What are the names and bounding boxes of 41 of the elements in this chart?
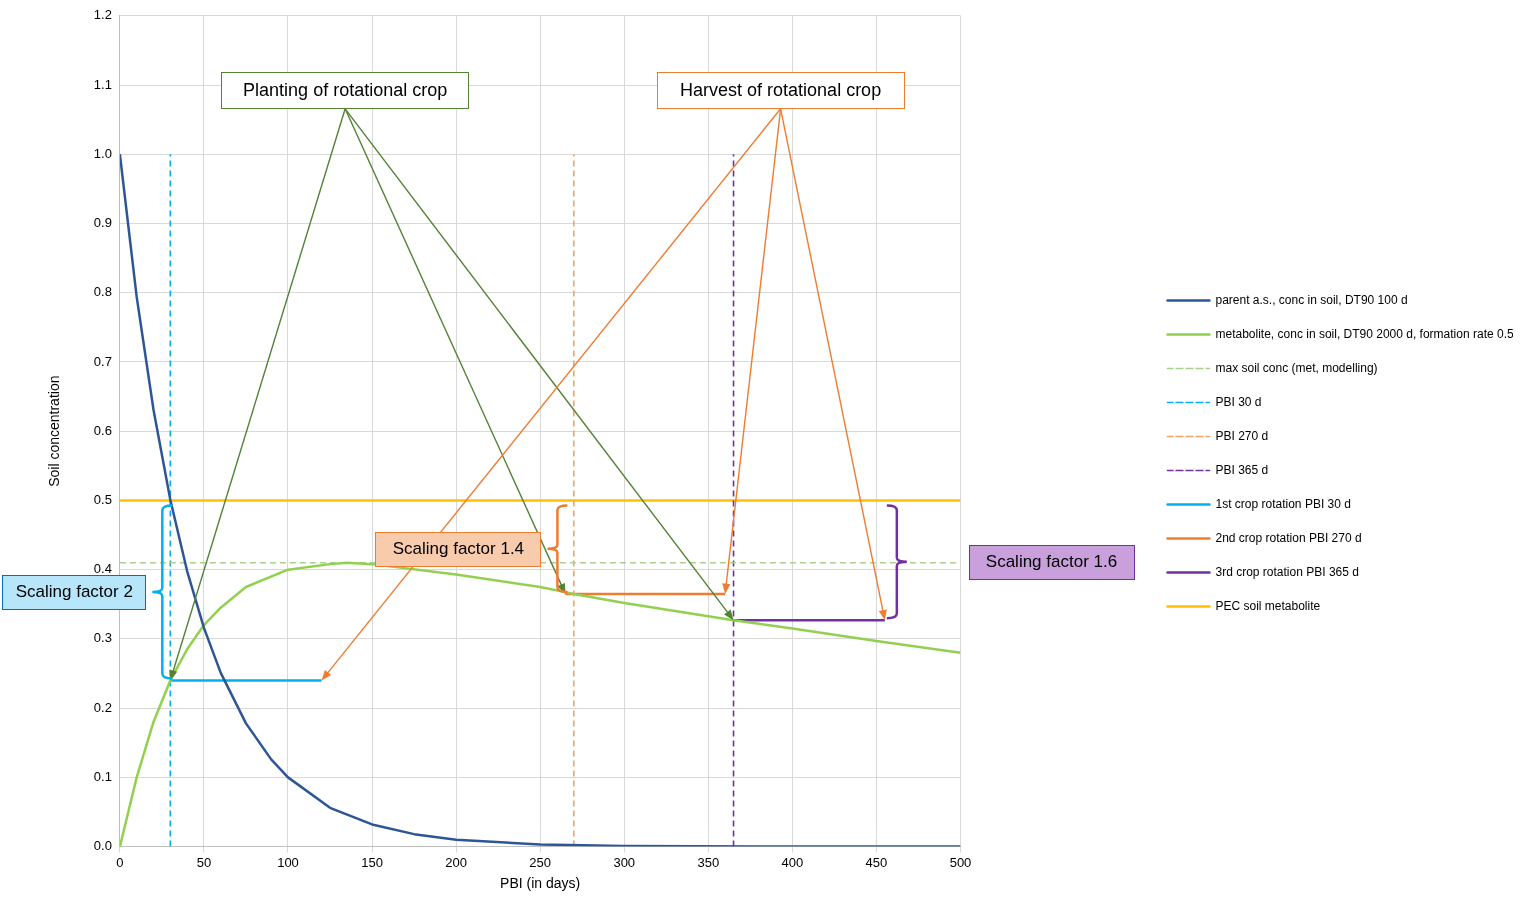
y-tick-label: 0.0: [93, 838, 112, 854]
annotation: Scaling factor 2: [2, 574, 147, 610]
x-tick-label: 400: [781, 854, 804, 870]
x-tick-label: 150: [361, 854, 383, 870]
y-tick-label: 1.1: [93, 76, 112, 92]
y-tick-label: 1.0: [93, 145, 112, 161]
x-tick-label: 250: [529, 854, 552, 870]
x-tick-label: 450: [865, 854, 888, 870]
x-tick-label: 100: [277, 854, 299, 870]
annotation: Harvest of rotational crop: [656, 71, 905, 109]
x-tick-label: 200: [445, 854, 467, 870]
annotation: Scaling factor 1.4: [375, 531, 542, 567]
legend-label: 3rd crop rotation PBI 365 d: [1215, 564, 1359, 579]
legend-label: 2nd crop rotation PBI 270 d: [1215, 530, 1362, 545]
x-tick-label: 500: [949, 854, 972, 870]
legend-label: PBI 270 d: [1215, 428, 1269, 443]
x-tick-label: 300: [613, 854, 636, 870]
y-tick-label: 0.5: [93, 492, 112, 508]
y-tick-label: 0.3: [93, 630, 112, 646]
legend-label: PEC soil metabolite: [1215, 598, 1321, 613]
text: Scaling factor 1.6: [968, 544, 1135, 580]
annotation: Planting of rotational crop: [221, 71, 470, 109]
x-tick-label: 0: [116, 854, 124, 870]
legend-label: max soil conc (met, modelling): [1215, 360, 1378, 375]
x-tick-label: 350: [697, 854, 720, 870]
legend-label: PBI 365 d: [1215, 462, 1269, 477]
y-tick-label: 0.6: [93, 422, 112, 438]
y-tick-label: 0.7: [93, 353, 112, 369]
x-axis-title: PBI (in days): [500, 875, 581, 892]
legend-label: 1st crop rotation PBI 30 d: [1215, 496, 1351, 511]
x-tick-label: 50: [196, 854, 212, 870]
legend-label: metabolite, conc in soil, DT90 2000 d, formation rate 0.5: [1215, 326, 1514, 341]
legend-label: parent a.s., conc in soil, DT90 100 d: [1215, 292, 1408, 307]
legend-label: PBI 30 d: [1215, 394, 1262, 409]
y-tick-label: 0.4: [93, 561, 112, 577]
y-tick-label: 1.2: [93, 7, 112, 23]
y-tick-label: 0.2: [93, 699, 112, 715]
y-tick-label: 0.8: [93, 284, 112, 300]
y-tick-label: 0.9: [93, 215, 112, 231]
y-tick-label: 0.1: [93, 768, 112, 784]
y-axis-title: Soil concentration: [46, 375, 63, 487]
